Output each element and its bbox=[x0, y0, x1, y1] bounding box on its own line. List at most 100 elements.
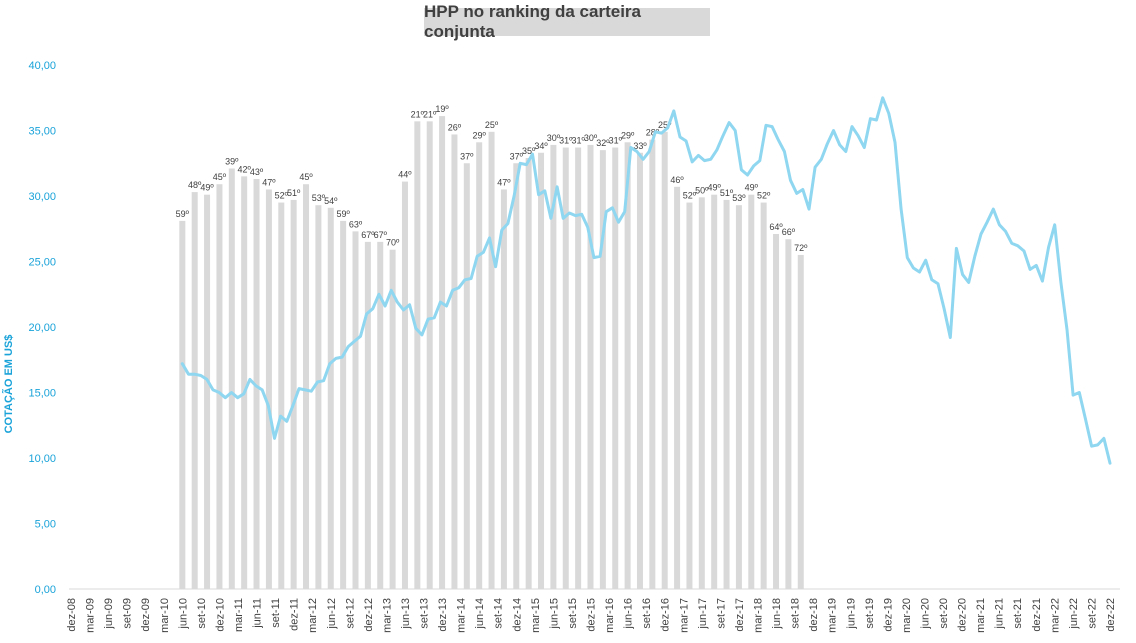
bar bbox=[674, 186, 681, 589]
x-tick-label: mar-22 bbox=[1049, 598, 1061, 633]
bar bbox=[612, 147, 619, 589]
rank-label: 48º bbox=[188, 180, 202, 190]
rank-label: 64º bbox=[769, 222, 783, 232]
x-tick-label: set-20 bbox=[938, 598, 950, 629]
bar bbox=[686, 202, 693, 590]
bar bbox=[760, 202, 767, 590]
x-tick-label: mar-17 bbox=[678, 598, 690, 633]
bar bbox=[451, 134, 458, 589]
y-axis-ticks: 0,00 5,00 10,00 15,00 20,00 25,00 30,00 35,00 40… bbox=[28, 60, 56, 596]
bar bbox=[785, 239, 792, 590]
rank-label: 66º bbox=[782, 227, 796, 237]
rank-label: 37º bbox=[510, 151, 524, 161]
x-tick-label: jun-09 bbox=[103, 598, 115, 630]
x-tick-label: dez-13 bbox=[437, 598, 449, 632]
y-tick-label: 25,00 bbox=[28, 257, 56, 269]
rank-label: 30º bbox=[584, 133, 598, 143]
rank-label: 43º bbox=[250, 167, 264, 177]
rank-label: 52º bbox=[683, 191, 697, 201]
bar bbox=[327, 207, 334, 590]
x-tick-label: jun-14 bbox=[474, 598, 486, 630]
bar bbox=[624, 142, 631, 590]
x-tick-label: dez-15 bbox=[586, 598, 598, 632]
chart-title: HPP no ranking da carteira conjunta bbox=[424, 2, 641, 41]
rank-label: 47º bbox=[497, 177, 511, 187]
x-tick-label: mar-11 bbox=[233, 598, 245, 632]
x-tick-label: mar-15 bbox=[530, 598, 542, 633]
rank-label: 70º bbox=[386, 238, 400, 248]
x-tick-label: dez-09 bbox=[140, 598, 152, 632]
rank-label: 25º bbox=[658, 120, 672, 130]
y-tick-label: 40,00 bbox=[28, 60, 56, 72]
rank-label: 46º bbox=[670, 175, 684, 185]
rank-label: 31º bbox=[571, 136, 585, 146]
y-tick-label: 15,00 bbox=[28, 388, 56, 400]
rank-label: 35º bbox=[522, 146, 536, 156]
rank-label: 52º bbox=[757, 191, 771, 201]
x-tick-label: dez-20 bbox=[957, 598, 969, 632]
x-tick-label: dez-16 bbox=[660, 598, 672, 632]
x-tick-label: dez-18 bbox=[808, 598, 820, 632]
y-tick-label: 20,00 bbox=[28, 322, 56, 334]
bar bbox=[315, 205, 322, 590]
x-tick-label: dez-14 bbox=[511, 598, 523, 632]
rank-label: 52º bbox=[275, 191, 289, 201]
rank-label: 21º bbox=[423, 109, 437, 119]
rank-label: 44º bbox=[398, 170, 412, 180]
rank-label: 53º bbox=[732, 193, 746, 203]
bar bbox=[191, 192, 198, 589]
bar bbox=[265, 189, 272, 589]
bar bbox=[179, 220, 186, 589]
rank-label: 49º bbox=[745, 183, 759, 193]
bar bbox=[773, 233, 780, 590]
x-tick-label: mar-12 bbox=[307, 598, 319, 633]
rank-label: 45º bbox=[299, 172, 313, 182]
bar bbox=[278, 202, 285, 590]
x-tick-label: set-15 bbox=[567, 598, 579, 629]
bar bbox=[290, 199, 297, 589]
x-tick-label: jun-22 bbox=[1068, 598, 1080, 630]
bar bbox=[389, 249, 396, 589]
bar bbox=[476, 142, 483, 590]
x-tick-label: mar-21 bbox=[975, 598, 987, 633]
chart-title-box: HPP no ranking da carteira conjunta bbox=[424, 2, 710, 41]
rank-label: 51º bbox=[720, 188, 734, 198]
rank-label: 54º bbox=[324, 196, 338, 206]
x-tick-label: jun-21 bbox=[994, 598, 1006, 630]
rank-label: 21º bbox=[411, 109, 425, 119]
rank-label: 33º bbox=[633, 141, 647, 151]
y-tick-label: 0,00 bbox=[35, 584, 56, 596]
bar bbox=[649, 139, 656, 590]
x-tick-label: mar-16 bbox=[604, 598, 616, 633]
x-tick-label: jun-15 bbox=[548, 598, 560, 630]
bar bbox=[364, 241, 371, 589]
rank-label: 39º bbox=[225, 156, 239, 166]
bar bbox=[587, 144, 594, 589]
x-tick-label: mar-10 bbox=[159, 598, 171, 633]
rank-label: 19º bbox=[435, 104, 449, 114]
x-tick-label: set-14 bbox=[493, 598, 505, 629]
rank-label: 49º bbox=[200, 183, 214, 193]
x-tick-label: dez-17 bbox=[734, 598, 746, 632]
rank-label: 53º bbox=[312, 193, 326, 203]
rank-label: 59º bbox=[176, 209, 190, 219]
x-tick-label: jun-13 bbox=[400, 598, 412, 630]
x-tick-label: mar-19 bbox=[827, 598, 839, 633]
bar bbox=[500, 189, 507, 589]
bar bbox=[711, 194, 718, 589]
rank-label: 67º bbox=[374, 230, 388, 240]
bar bbox=[748, 194, 755, 589]
bar bbox=[352, 231, 359, 589]
bar bbox=[414, 121, 421, 589]
x-tick-label: set-17 bbox=[715, 598, 727, 629]
bar bbox=[575, 147, 582, 589]
x-tick-label: mar-09 bbox=[85, 598, 97, 633]
rank-label: 28º bbox=[646, 128, 660, 138]
x-tick-label: set-16 bbox=[641, 598, 653, 629]
bar bbox=[401, 181, 408, 589]
x-tick-label: set-22 bbox=[1086, 598, 1098, 629]
x-tick-label: jun-16 bbox=[623, 598, 635, 630]
x-axis-ticks: dez-08 mar-09 jun-09 set-09 dez-09 mar-10 jun-… bbox=[66, 598, 1117, 633]
bar bbox=[439, 116, 446, 589]
